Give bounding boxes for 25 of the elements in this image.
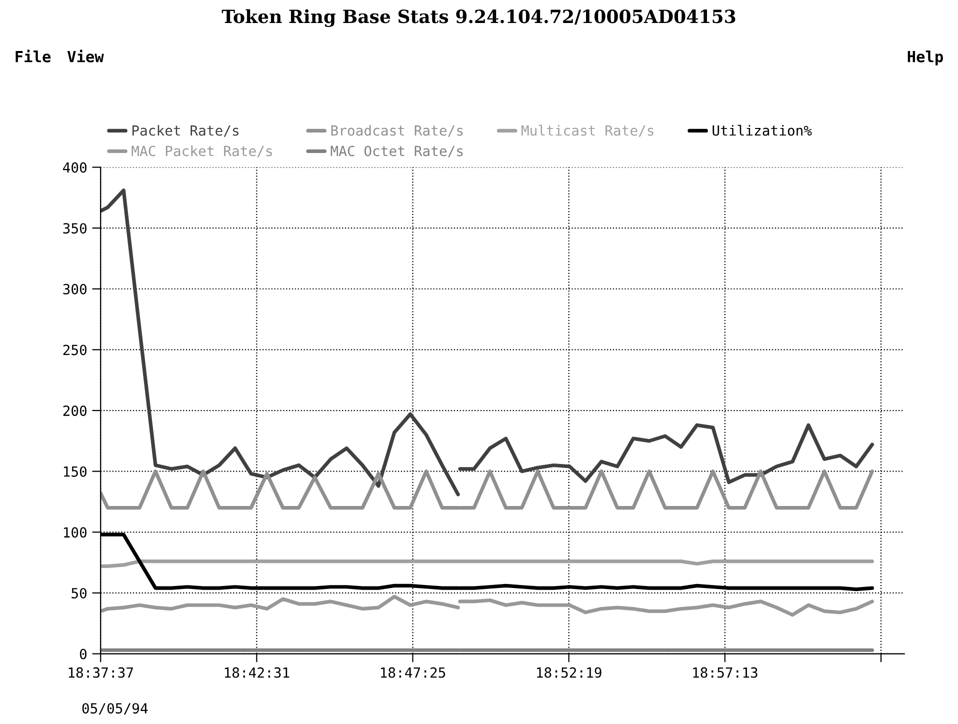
legend-label: Multicast Rate/s xyxy=(522,124,654,137)
x-tick-label: 18:42:31 xyxy=(224,667,290,678)
legend-label: Packet Rate/s xyxy=(132,125,238,137)
y-tick-label: 400 xyxy=(63,162,86,173)
x-tick-label: 18:37:37 xyxy=(68,667,133,678)
y-tick-label: 200 xyxy=(63,406,86,416)
x-tick-label: 18:47:25 xyxy=(380,667,446,678)
legend-label: Utilization% xyxy=(712,124,812,136)
x-tick-label: 18:52:19 xyxy=(537,667,602,678)
text: View xyxy=(67,50,104,62)
legend-label: MAC Octet Rate/s xyxy=(330,146,463,158)
y-tick-label: 0 xyxy=(80,648,86,660)
legend-label: Broadcast Rate/s xyxy=(331,125,463,137)
y-tick-label: 300 xyxy=(63,284,86,294)
chart-title: Token Ring Base Stats 9.24.104.72/10005AD04153 xyxy=(222,9,736,27)
y-tick-label: 350 xyxy=(63,223,86,234)
y-tick-label: 100 xyxy=(64,527,86,538)
text: File xyxy=(16,50,51,62)
y-tick-label: 50 xyxy=(72,588,86,598)
y-tick-label: 250 xyxy=(63,344,86,356)
x-tick-label: 18:57:13 xyxy=(693,667,758,678)
legend-label: MAC Packet Rate/s xyxy=(132,145,272,158)
y-tick-label: 150 xyxy=(64,466,86,477)
text: Help xyxy=(908,50,943,66)
text: 05/05/94 xyxy=(82,703,148,715)
